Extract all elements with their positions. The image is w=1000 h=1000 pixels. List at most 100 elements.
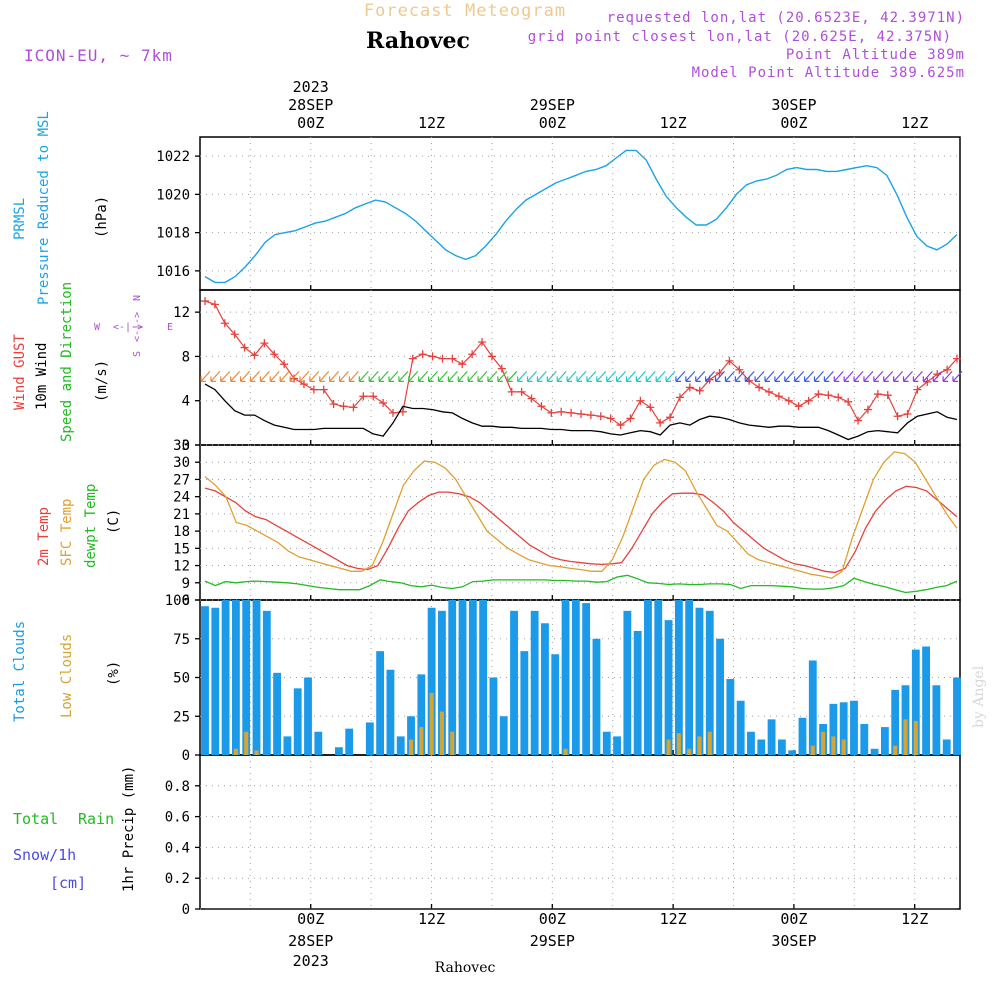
wind-direction-arrow <box>368 370 379 382</box>
y-tick-label: 0.4 <box>165 840 190 856</box>
gust-point <box>557 407 566 416</box>
gust-point <box>636 396 645 405</box>
y-tick-label: 24 <box>173 490 190 506</box>
low-cloud-bar <box>254 750 259 755</box>
wind-direction-arrow <box>833 370 844 382</box>
wind-direction-arrow <box>507 370 518 382</box>
top-hour-label: 00Z <box>539 114 566 132</box>
gust-point <box>270 350 279 359</box>
y-tick-label: 12 <box>173 559 190 575</box>
wind-direction-arrow <box>329 370 340 382</box>
gust-point <box>646 403 655 412</box>
gust-point <box>339 402 348 411</box>
wind-direction-arrow <box>883 370 894 382</box>
total-cloud-bar <box>747 731 755 755</box>
gust-point <box>735 365 744 374</box>
gust-point <box>389 408 397 417</box>
total-cloud-bar <box>489 677 498 755</box>
total-cloud-bar <box>716 638 724 755</box>
total-cloud-bar <box>613 736 621 755</box>
total-cloud-bar <box>644 600 652 755</box>
low-cloud-bar <box>707 731 712 755</box>
wind-direction-arrow <box>259 370 270 382</box>
top-date-label: 29SEP <box>530 96 575 114</box>
gust-point <box>784 396 793 405</box>
panel-pressure: 1016 1018 1020 1022 <box>156 136 961 291</box>
total-cloud-bar <box>551 654 560 755</box>
top-hour-label: 12Z <box>660 114 687 132</box>
total-cloud-bar <box>530 610 539 755</box>
precip-legend-rain: Rain <box>78 810 114 828</box>
gust-point <box>487 352 496 361</box>
wind-direction-arrow <box>606 370 617 382</box>
y-tick-label: 1022 <box>156 149 190 165</box>
low-cloud-bar <box>893 745 898 755</box>
wind-direction-arrow <box>635 370 646 382</box>
wind-direction-arrow <box>843 370 854 382</box>
wind-direction-arrow <box>675 370 686 382</box>
wind-direction-arrow <box>546 370 557 382</box>
y-tick-label: 27 <box>173 472 190 488</box>
wind-ylabel-wind: 10m Wind <box>34 343 50 410</box>
pressure-series-line <box>204 149 958 284</box>
gust-point <box>408 354 417 363</box>
bottom-hour-label: 00Z <box>539 910 566 928</box>
total-cloud-bar <box>304 677 312 755</box>
y-tick-label: 0.2 <box>165 871 190 887</box>
wind-direction-arrow <box>714 370 725 382</box>
total-cloud-bar <box>880 727 889 755</box>
gust-point <box>379 398 388 407</box>
y-tick-label: 4 <box>182 394 190 410</box>
wind-direction-arrow <box>487 370 498 382</box>
total-cloud-bar <box>788 750 797 755</box>
total-cloud-bar <box>798 717 807 755</box>
low-cloud-bar <box>439 711 444 755</box>
gust-point <box>666 413 675 422</box>
total-cloud-bar <box>674 600 683 755</box>
gust-point <box>458 360 467 369</box>
wind-direction-arrow <box>695 370 706 382</box>
model-altitude: Model Point Altitude 389.625m <box>692 65 965 81</box>
y-tick-label: 0.6 <box>165 810 190 826</box>
total-cloud-bar <box>633 631 642 755</box>
total-cloud-bar <box>427 607 436 755</box>
top-year-label: 2023 <box>293 78 329 96</box>
gust-point <box>606 414 615 423</box>
total-cloud-bar <box>757 739 766 755</box>
gust-point <box>824 391 833 400</box>
total-cloud-bar <box>396 736 405 755</box>
y-tick-label: 1018 <box>156 226 190 242</box>
gust-point <box>527 394 536 403</box>
wind-direction-arrow <box>210 370 221 382</box>
wind-direction-arrow <box>517 370 528 382</box>
total-cloud-bar <box>860 724 869 755</box>
total-cloud-bar <box>335 747 343 755</box>
wind-direction-arrow <box>902 370 913 382</box>
gust-point <box>448 354 457 363</box>
temp-series-line-1 <box>204 451 958 579</box>
top-date-label: 30SEP <box>771 96 816 114</box>
wind-ylabel-gust: Wind GUST <box>12 334 28 410</box>
compass-s: S <box>132 351 143 357</box>
gust-point <box>517 387 526 396</box>
y-tick-label: 15 <box>173 541 190 557</box>
pressure-ylabel-sub: Pressure Reduced to MSL <box>36 111 52 305</box>
wind-unit: (m/s) <box>94 360 110 402</box>
location-title: Rahovec <box>366 28 470 54</box>
wind-direction-arrow <box>853 370 864 382</box>
wind-direction-arrow <box>665 370 676 382</box>
wind-direction-arrow <box>457 370 468 382</box>
gust-point <box>478 338 487 347</box>
panel-frame <box>199 444 961 601</box>
wind-direction-arrow <box>348 370 359 382</box>
wind-direction-arrow <box>220 370 231 382</box>
total-cloud-bar <box>695 607 704 755</box>
bottom-hour-label: 12Z <box>660 910 687 928</box>
total-cloud-bar <box>808 660 817 755</box>
bottom-hour-label: 12Z <box>901 910 928 928</box>
y-tick-label: 30 <box>173 455 190 471</box>
y-tick-label: 33 <box>173 438 190 454</box>
low-cloud-bar <box>810 745 815 755</box>
wind-direction-arrow <box>586 370 597 382</box>
total-cloud-bar <box>953 677 961 755</box>
